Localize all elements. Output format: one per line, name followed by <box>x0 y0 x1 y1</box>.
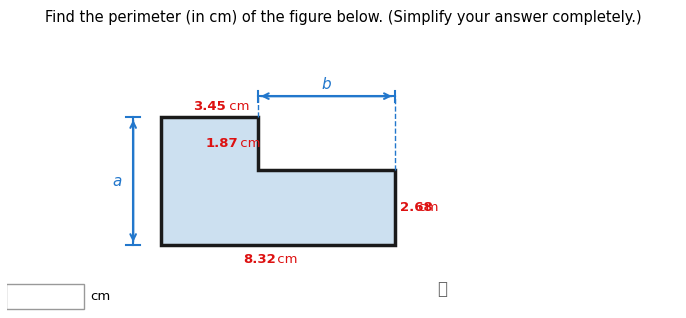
Text: Find the perimeter (in cm) of the figure below. (Simplify your answer completely: Find the perimeter (in cm) of the figure… <box>45 10 641 24</box>
Text: b: b <box>322 77 331 92</box>
Text: ⓘ: ⓘ <box>438 280 447 298</box>
FancyBboxPatch shape <box>5 284 84 309</box>
Text: 3.45: 3.45 <box>193 100 226 113</box>
Text: cm: cm <box>90 290 110 303</box>
Text: 8.32: 8.32 <box>243 253 276 266</box>
Text: cm: cm <box>235 137 260 150</box>
Text: 2.68: 2.68 <box>400 201 432 214</box>
Text: cm: cm <box>225 100 250 113</box>
Text: 1.87: 1.87 <box>205 137 238 150</box>
Text: cm: cm <box>274 253 298 266</box>
Text: cm: cm <box>414 201 438 214</box>
Text: a: a <box>113 174 122 189</box>
Polygon shape <box>161 117 394 245</box>
